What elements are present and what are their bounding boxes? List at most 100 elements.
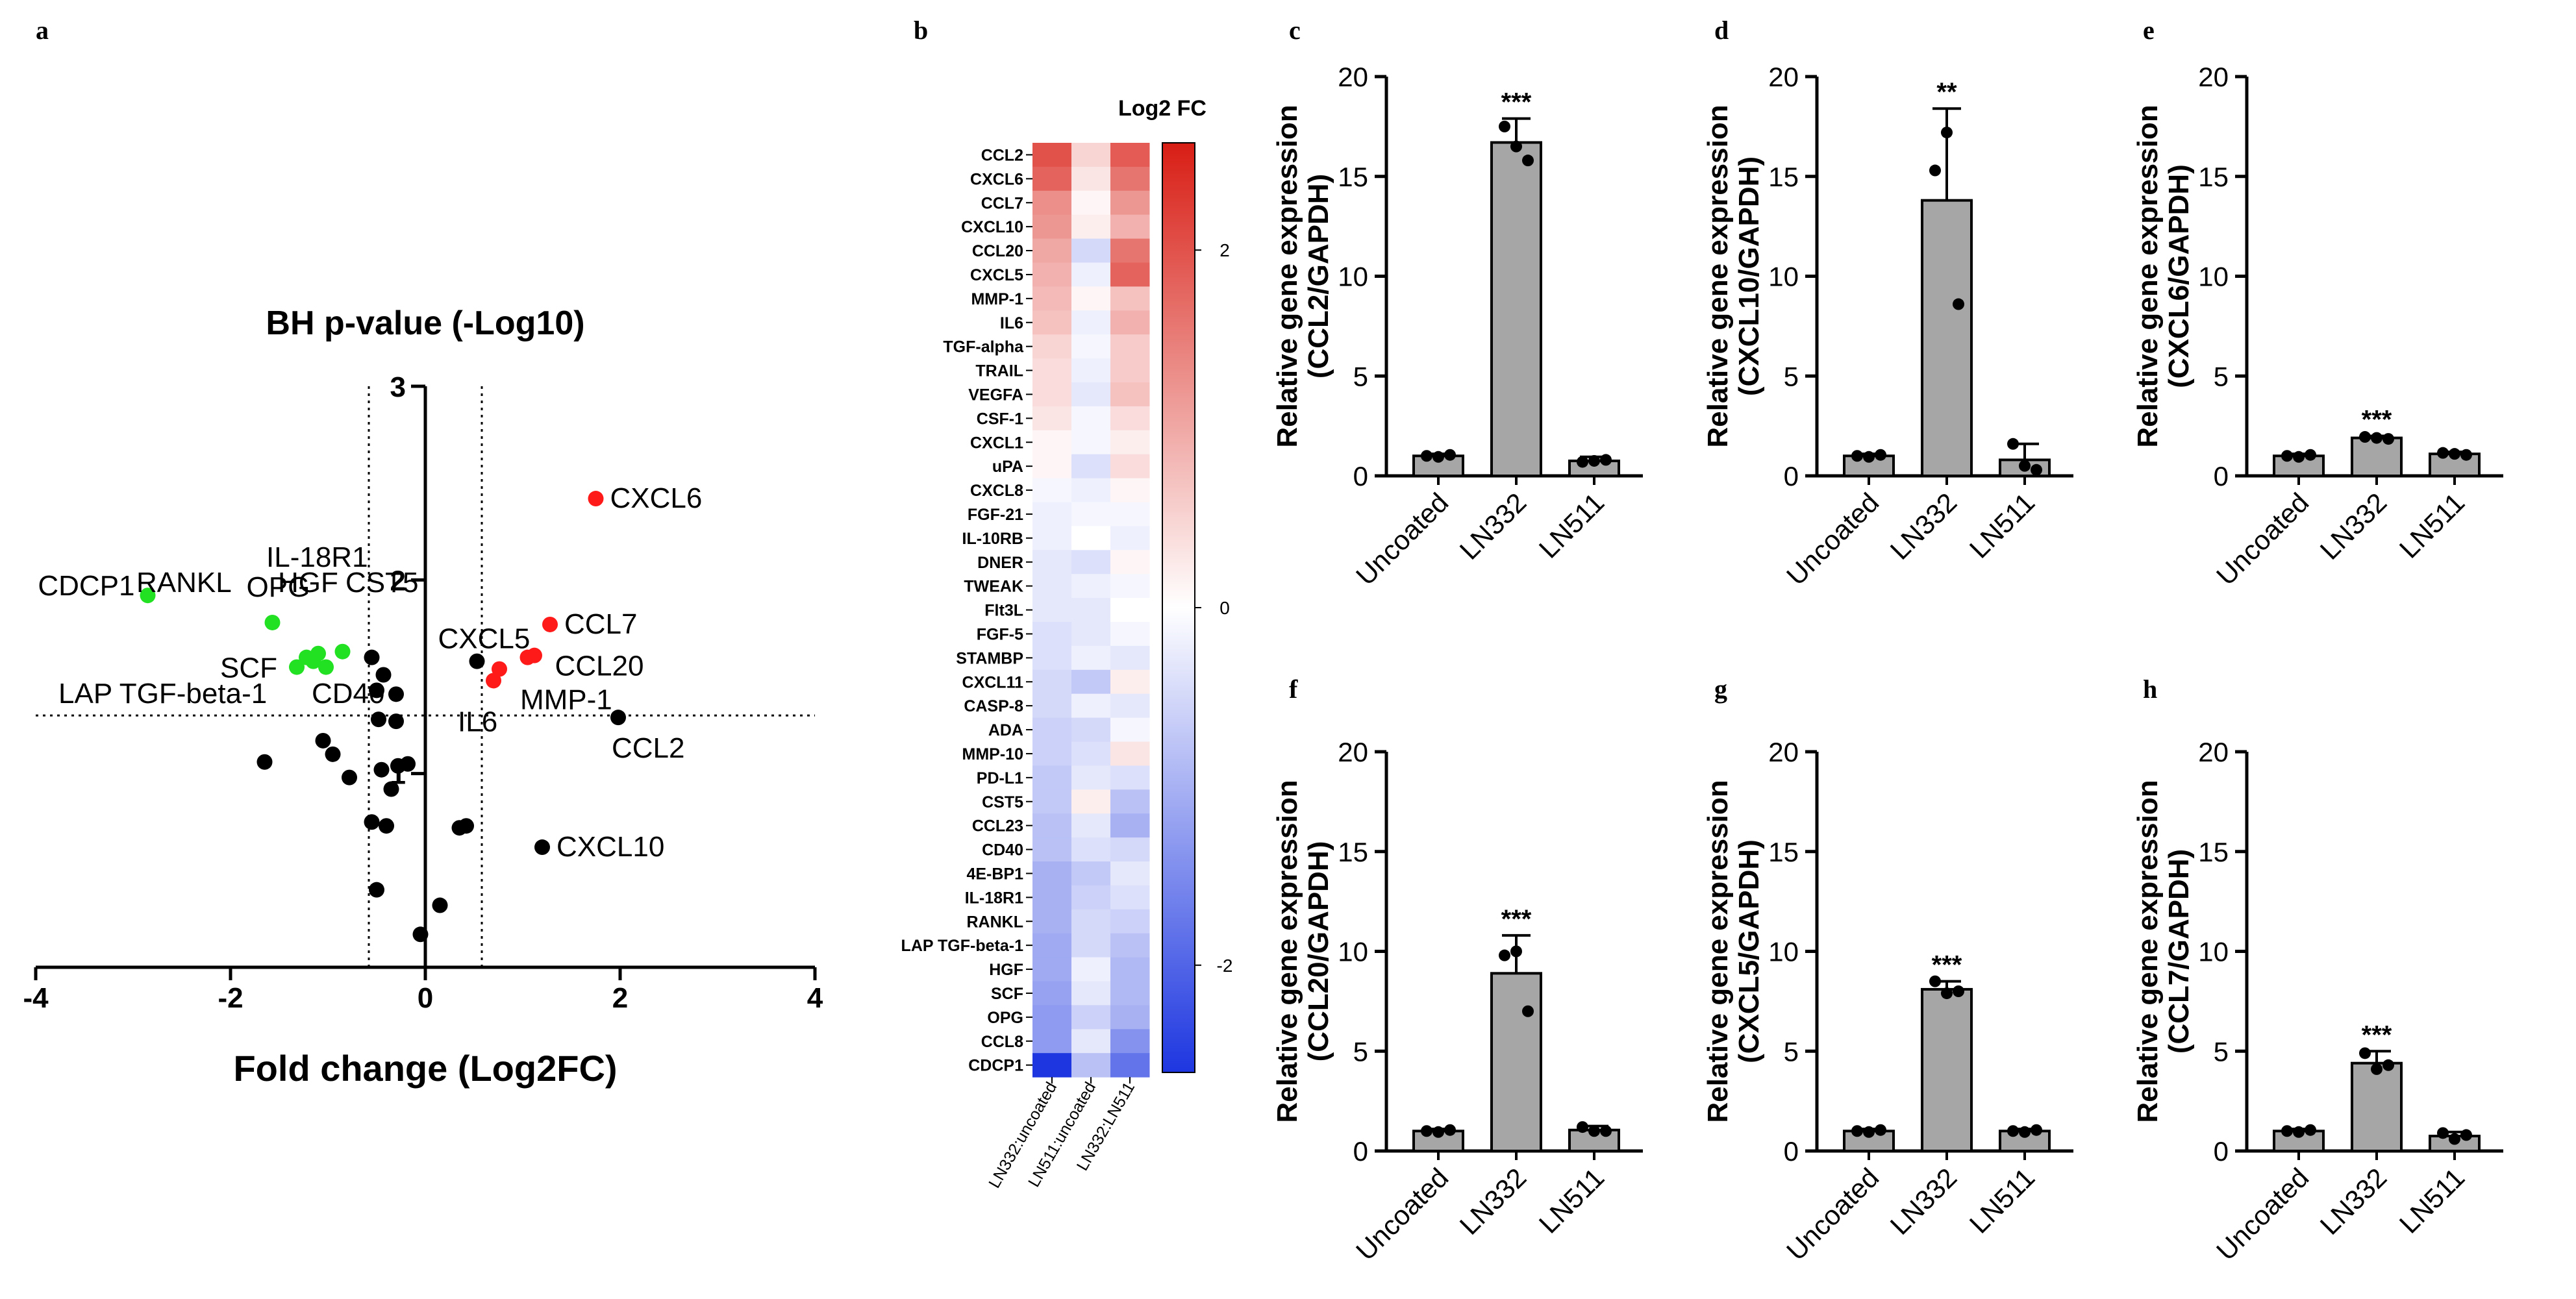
heatmap-cell — [1032, 143, 1072, 167]
heatmap-cell — [1071, 238, 1111, 263]
heatmap-cell — [1032, 909, 1072, 934]
heatmap-cell — [1071, 693, 1111, 719]
heatmap-cell — [1071, 454, 1111, 479]
heatmap-cell — [1071, 765, 1111, 790]
heatmap-cell — [1110, 238, 1150, 263]
panel-letter-a: a — [36, 16, 49, 45]
colorbar-tick-label: -2 — [1217, 956, 1233, 976]
volcano-point — [388, 713, 404, 730]
heatmap-cell — [1032, 717, 1072, 742]
volcano-x-tick-label: -2 — [218, 982, 243, 1014]
bar — [1490, 141, 1542, 478]
heatmap-cell — [1071, 717, 1111, 742]
heatmap-cell — [1032, 286, 1072, 311]
volcano-point-label: CCL2 — [612, 732, 685, 764]
bar-y-tick-label: 20 — [1768, 737, 1799, 767]
heatmap: Log2 FC CCL2CXCL6CCL7CXCL10CCL20CXCL5MMP… — [901, 96, 1233, 1191]
heatmap-cell — [1071, 190, 1111, 216]
bar-y-tick-label: 10 — [1768, 937, 1799, 967]
heatmap-cell — [1032, 1029, 1072, 1054]
significance-marker: *** — [1932, 951, 1962, 980]
panel-letter-h: h — [2143, 674, 2157, 704]
bar-category-label: Uncoated — [1350, 1162, 1454, 1266]
heatmap-cell — [1032, 765, 1072, 790]
bar-y-tick-label: 5 — [1353, 1036, 1368, 1067]
heatmap-cell — [1110, 502, 1150, 526]
replicate-point — [2019, 1126, 2031, 1138]
heatmap-cell — [1032, 166, 1072, 192]
heatmap-cell — [1032, 310, 1072, 335]
bar-y-tick-label: 0 — [1784, 461, 1799, 491]
colorbar-tick-label: 0 — [1219, 598, 1230, 618]
bar-chart-g: Relative gene expression (CXCL5/GAPDH) 0 5 1… — [1702, 737, 2073, 1266]
bar-y-tick-label: 10 — [2198, 937, 2229, 967]
heatmap-cell — [1110, 885, 1150, 910]
bar-category-label: LN332 — [1454, 487, 1532, 565]
heatmap-cell — [1032, 1005, 1072, 1030]
replicate-point — [1522, 155, 1534, 167]
heatmap-cell — [1032, 190, 1072, 216]
bar-category-label: LN511 — [1964, 1162, 2041, 1239]
heatmap-cell — [1032, 358, 1072, 383]
heatmap-cell — [1071, 430, 1111, 455]
volcano-point-label: SCF — [220, 652, 277, 684]
replicate-point — [2460, 1129, 2472, 1141]
volcano-point — [492, 661, 507, 677]
heatmap-cell — [1032, 1053, 1072, 1078]
heatmap-cell — [1110, 1005, 1150, 1030]
bar-category-label: LN511 — [2394, 487, 2471, 564]
heatmap-cell — [1110, 214, 1150, 240]
bar-chart-e: Relative gene expression (CXCL6/GAPDH) 0 5 1… — [2132, 62, 2503, 591]
heatmap-cell — [1032, 430, 1072, 455]
heatmap-row-label: IL6 — [1000, 314, 1023, 332]
replicate-point — [1600, 454, 1612, 466]
heatmap-cell — [1110, 262, 1150, 287]
bar-y-tick-label: 10 — [2198, 262, 2229, 292]
heatmap-row-label: CXCL5 — [970, 266, 1023, 284]
replicate-point — [1588, 1125, 1600, 1137]
heatmap-cell — [1032, 693, 1072, 719]
volcano-point — [369, 882, 384, 898]
heatmap-cell — [1110, 765, 1150, 790]
heatmap-cell — [1032, 382, 1072, 407]
bar-y-tick-label: 15 — [2198, 162, 2229, 192]
volcano-point — [458, 818, 474, 834]
replicate-point — [2382, 433, 2394, 445]
replicate-point — [1510, 945, 1522, 958]
bar-y-tick-label: 5 — [2214, 361, 2229, 391]
volcano-point-label: CCL7 — [564, 608, 638, 640]
heatmap-cell — [1071, 286, 1111, 311]
bar-category-label: LN332 — [2314, 1162, 2393, 1241]
heatmap-cell — [1110, 645, 1150, 671]
replicate-point — [2449, 448, 2460, 460]
replicate-point — [1499, 949, 1510, 961]
replicate-point — [1851, 1125, 1863, 1137]
heatmap-cell — [1110, 550, 1150, 575]
heatmap-cell — [1110, 669, 1150, 695]
bar-ylabel-unit: (CXCL5/GAPDH) — [1733, 839, 1765, 1063]
heatmap-row-label: LAP TGF-beta-1 — [901, 937, 1024, 955]
volcano-point — [310, 645, 326, 662]
heatmap-cell — [1110, 933, 1150, 958]
bar-ylabel: Relative gene expression — [1271, 780, 1303, 1122]
heatmap-cell — [1032, 214, 1072, 240]
heatmap-cell — [1032, 837, 1072, 862]
heatmap-cell — [1032, 789, 1072, 814]
panel-letter-d: d — [1714, 16, 1729, 45]
significance-marker: *** — [1501, 88, 1532, 117]
replicate-point — [2007, 1125, 2019, 1137]
heatmap-cell — [1110, 286, 1150, 311]
replicate-point — [2281, 1125, 2293, 1137]
heatmap-cell — [1071, 550, 1111, 575]
volcano-point-label: CDCP1 — [38, 570, 134, 602]
replicate-point — [1522, 1005, 1534, 1017]
replicate-point — [1863, 451, 1875, 463]
volcano-point-label: CXCL10 — [556, 831, 664, 863]
bar-y-tick-label: 5 — [1353, 361, 1368, 391]
volcano-xlabel: Fold change (Log2FC) — [233, 1048, 617, 1089]
replicate-point — [1421, 450, 1432, 462]
heatmap-cell — [1071, 382, 1111, 407]
heatmap-cell — [1110, 454, 1150, 479]
heatmap-cell — [1071, 885, 1111, 910]
replicate-point — [2460, 449, 2472, 461]
